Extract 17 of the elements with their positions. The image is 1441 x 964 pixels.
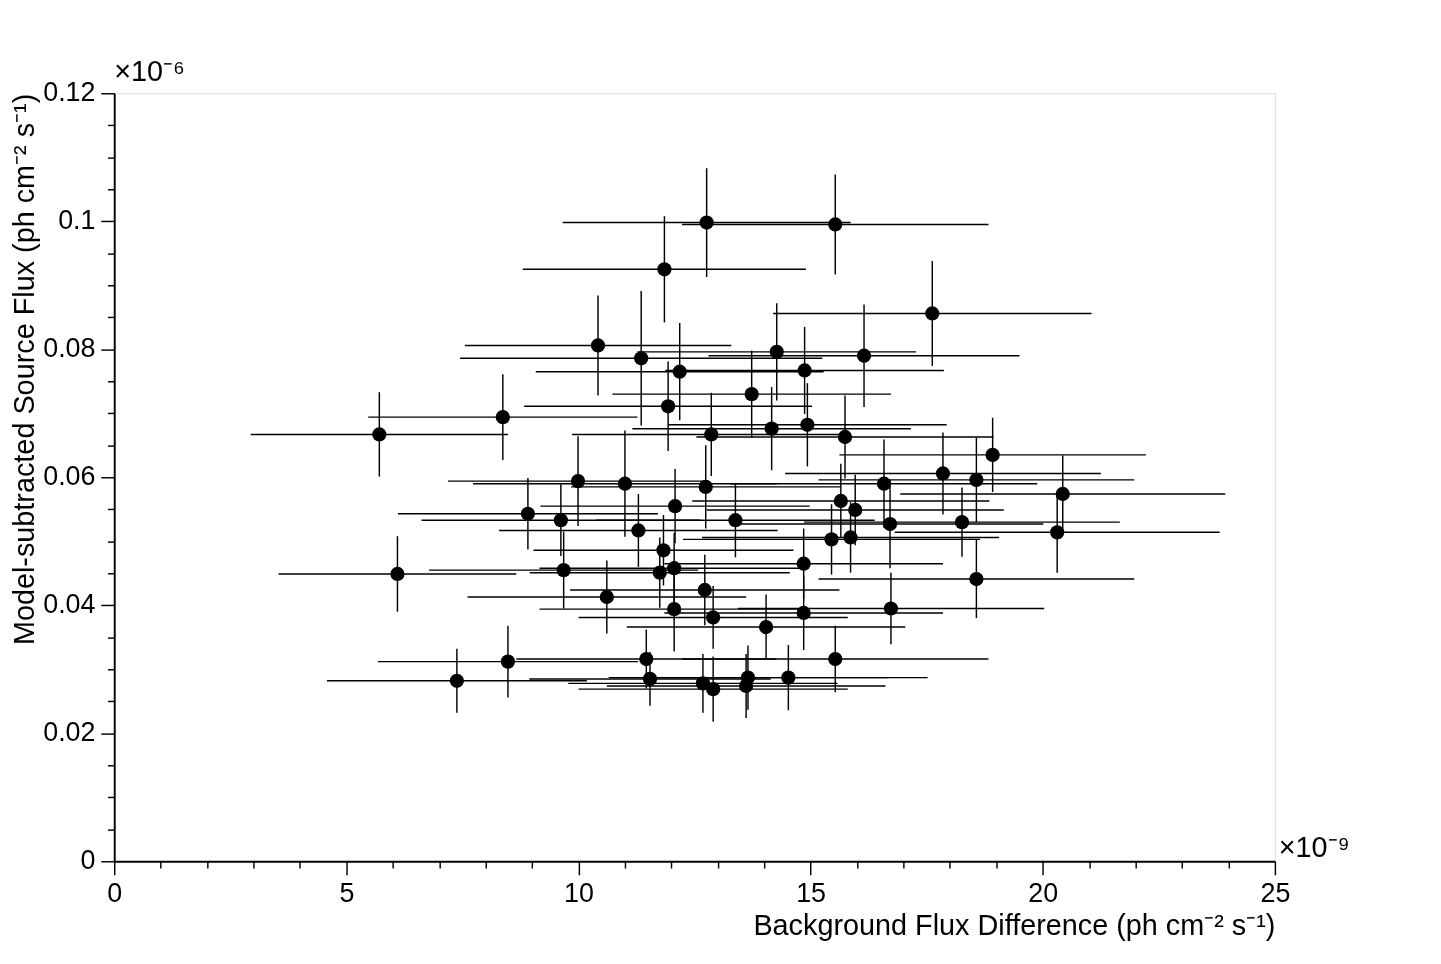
y-tick-label: 0.04 <box>43 589 96 620</box>
y-tick-label: 0.12 <box>43 77 96 108</box>
y-tick-label: 0.1 <box>58 205 96 236</box>
y-tick-label: 0.08 <box>43 333 96 364</box>
x-tick-label: 0 <box>107 878 123 909</box>
y-tick-label: 0 <box>80 845 96 876</box>
y-tick-label: 0.06 <box>43 461 96 492</box>
x-axis-title: Background Flux Difference (ph cm⁻² s⁻¹) <box>753 908 1276 941</box>
y-tick-label: 0.02 <box>43 717 96 748</box>
text: ×10⁻⁹ <box>1278 830 1350 863</box>
x-tick-label: 15 <box>796 878 827 909</box>
x-tick-label: 25 <box>1260 878 1291 909</box>
x-tick-label: 5 <box>339 878 355 909</box>
x-tick-label: 10 <box>564 878 594 909</box>
x-tick-label: 20 <box>1028 878 1059 909</box>
y-axis-title: Model-subtracted Source Flux (ph cm⁻² s⁻¹) <box>7 93 40 646</box>
text: ×10⁻⁶ <box>114 54 185 87</box>
